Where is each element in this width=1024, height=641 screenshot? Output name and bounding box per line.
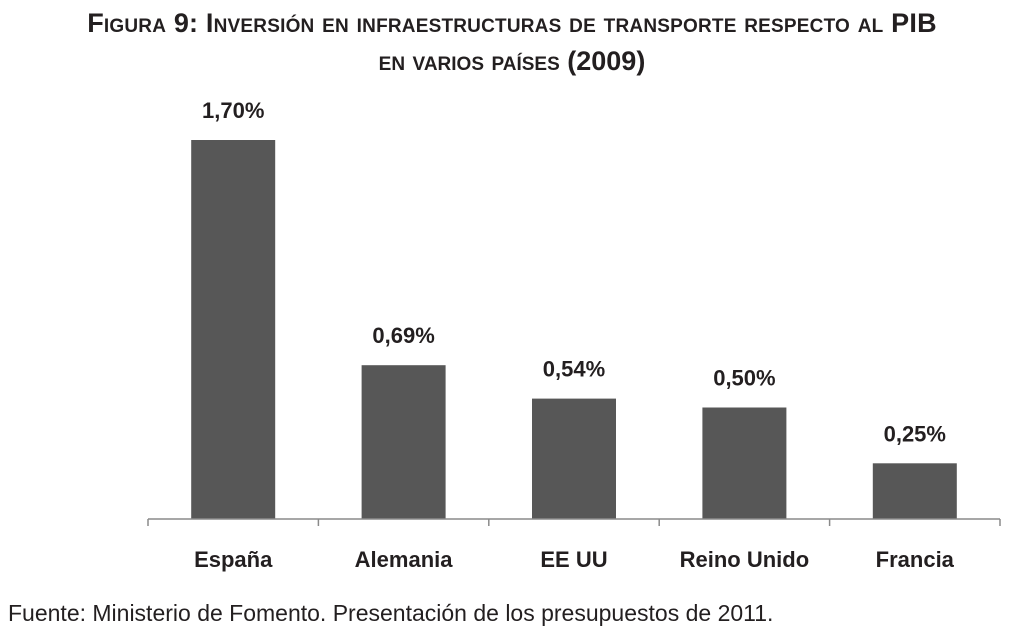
category-label-0: España [194,547,273,572]
bar-3 [702,407,787,519]
category-label-1: Alemania [355,547,454,572]
bar-0 [191,140,276,519]
data-label-4: 0,25% [884,421,946,446]
data-label-1: 0,69% [372,323,434,348]
data-label-0: 1,70% [202,98,264,123]
bar-4 [872,463,957,519]
category-label-4: Francia [876,547,955,572]
bar-2 [532,398,616,519]
chart-title: Figura 9: Inversión en infraestructuras … [0,4,1024,80]
category-label-3: Reino Unido [680,547,810,572]
data-label-2: 0,54% [543,357,605,382]
bar-1 [361,365,446,519]
data-label-3: 0,50% [713,366,775,391]
category-label-2: EE UU [540,547,607,572]
source-note: Fuente: Ministerio de Fomento. Presentac… [8,600,774,626]
chart-title-line-2: en varios países (2009) [378,46,646,76]
chart-title-line-1: Figura 9: Inversión en infraestructuras … [87,8,937,38]
